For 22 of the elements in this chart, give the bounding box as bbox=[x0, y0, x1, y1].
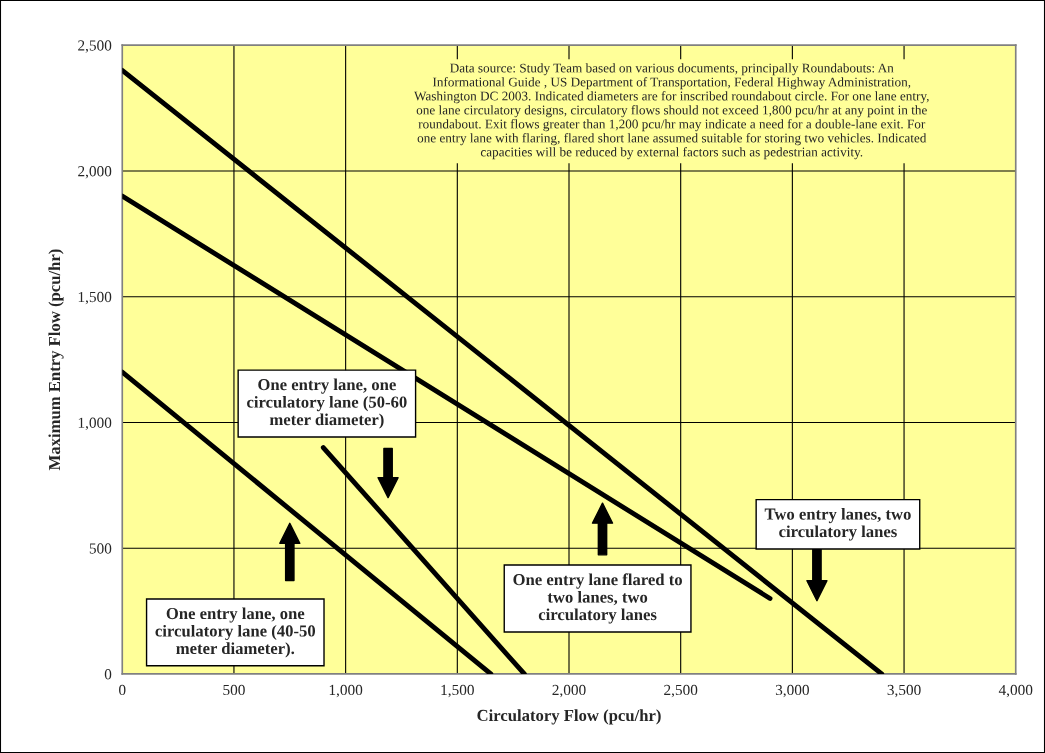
x-tick-label: 2,000 bbox=[552, 684, 586, 698]
y-axis-title: Maximum Entry Flow (pcu/hr) bbox=[48, 249, 64, 471]
y-tick-label: 0 bbox=[104, 669, 112, 680]
y-tick-label: 1,000 bbox=[78, 417, 112, 431]
x-tick-label: 3,000 bbox=[775, 684, 809, 698]
y-tick-label: 500 bbox=[89, 543, 112, 554]
y-tick-label: 2,500 bbox=[78, 40, 112, 53]
x-axis-title: Circulatory Flow (pcu/hr) bbox=[477, 709, 661, 725]
x-tick-label: 0 bbox=[119, 684, 126, 696]
x-tick-label: 1,500 bbox=[441, 684, 474, 698]
annotation: Data source: Study Team based on various documents, principally Roundabouts: An Informational Guide , US Department of Transportation, Federal Highway Administration, Washington DC 2003. Indicated diameters are for inscribed roundabout circle. For one lane entry, one lane circulatory designs, circulatory flows should not exceed 1,800 pcu/hr at any point in the roundabout. Exit flows greater than 1,200 pcu/hr may indicate a need for a double-lane exit. For one entry lane with flaring, flared short lane assumed suitable for storing two vehicles. Indicated capacities will be reduced by external factors such as pedestrian activity. bbox=[414, 63, 929, 160]
annotation: Two entry lanes, two circulatory lanes bbox=[764, 507, 911, 541]
x-tick-label: 3,500 bbox=[887, 684, 921, 698]
x-tick-label: 1,000 bbox=[329, 684, 363, 698]
x-tick-label: 2,500 bbox=[664, 684, 698, 698]
y-tick-label: 1,500 bbox=[78, 291, 112, 305]
x-tick-label: 4,000 bbox=[998, 684, 1033, 698]
x-tick-label: 500 bbox=[223, 684, 245, 696]
annotation: One entry lane, one circulatory lane (40-50 meter diameter). bbox=[155, 607, 316, 658]
annotation: One entry lane flared to two lanes, two circulatory lanes bbox=[513, 573, 682, 624]
y-tick-label: 2,000 bbox=[78, 166, 112, 179]
annotation: One entry lane, one circulatory lane (50-60 meter diameter) bbox=[247, 378, 407, 429]
